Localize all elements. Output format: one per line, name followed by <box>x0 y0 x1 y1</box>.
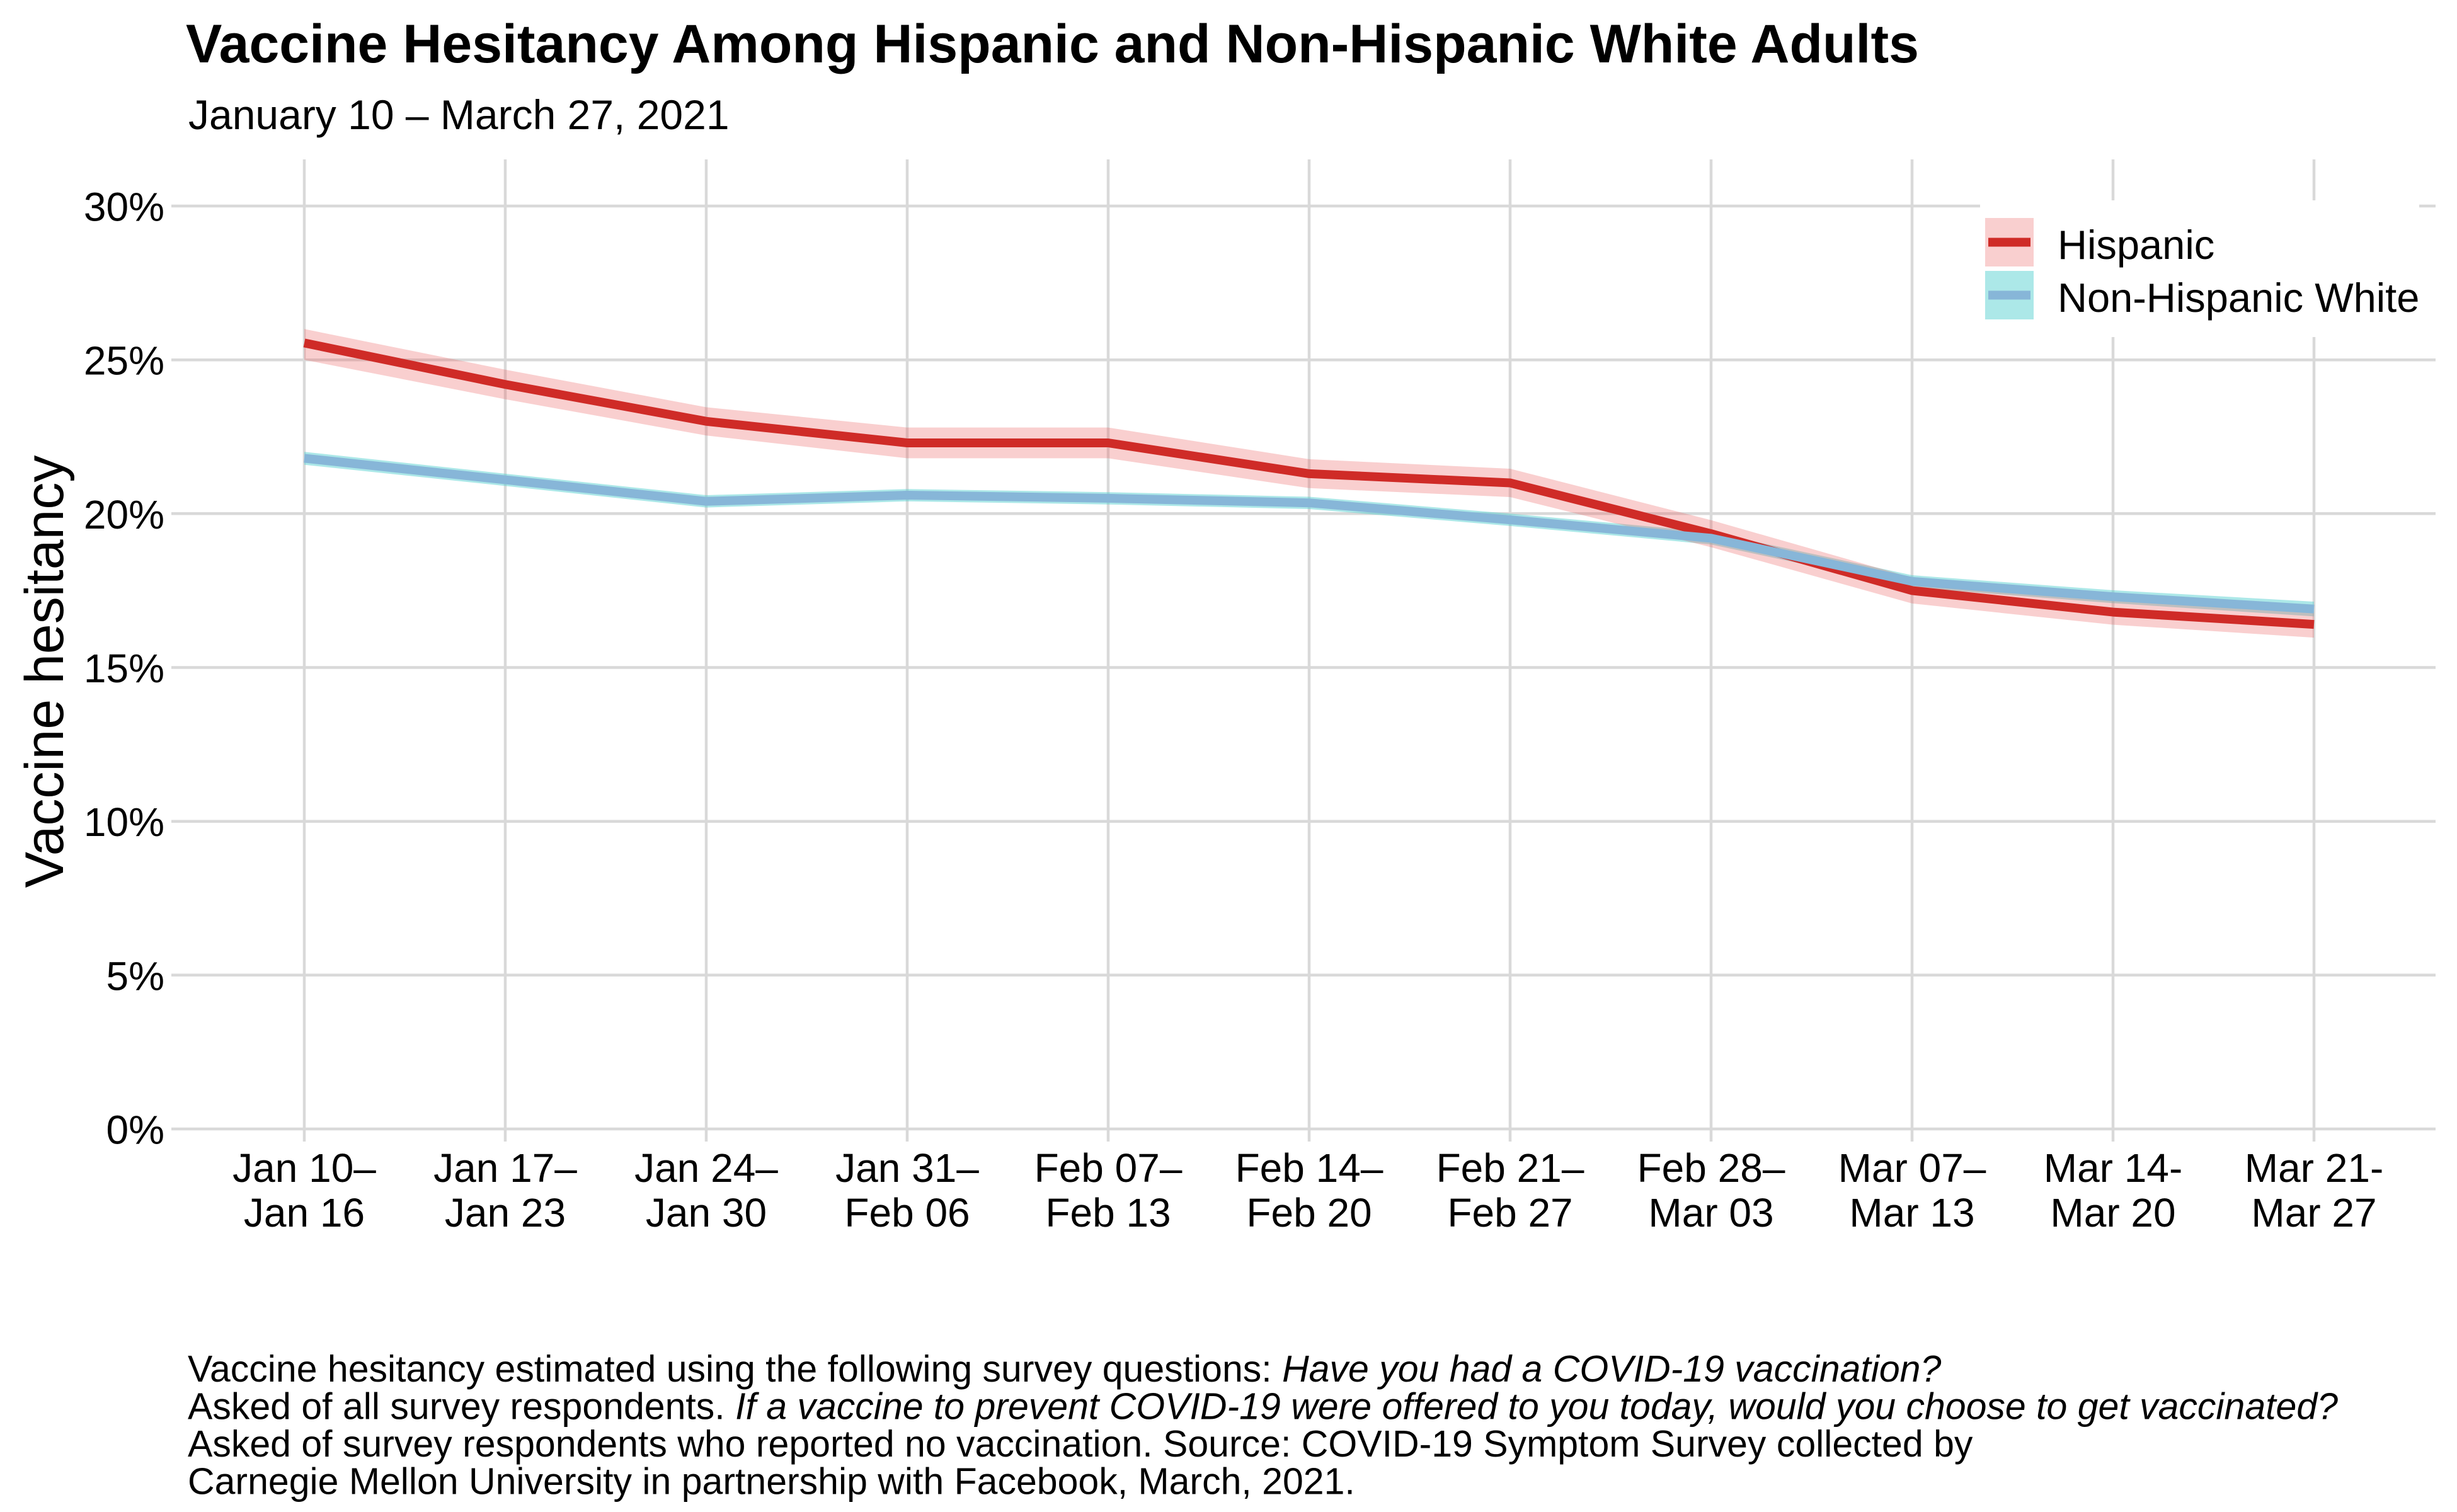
svg-text:0%: 0% <box>106 1108 165 1153</box>
svg-text:20%: 20% <box>84 492 164 537</box>
svg-text:Carnegie Mellon University in: Carnegie Mellon University in partnershi… <box>188 1461 1355 1503</box>
svg-text:Jan 23: Jan 23 <box>445 1190 566 1235</box>
svg-text:Jan 31–: Jan 31– <box>835 1145 979 1191</box>
svg-text:30%: 30% <box>84 185 164 230</box>
svg-text:Jan 17–: Jan 17– <box>433 1145 577 1191</box>
svg-text:Jan 30: Jan 30 <box>646 1190 767 1235</box>
svg-text:Feb 14–: Feb 14– <box>1235 1145 1383 1191</box>
svg-text:5%: 5% <box>106 953 165 999</box>
svg-text:Jan 10–: Jan 10– <box>232 1145 376 1191</box>
svg-text:Mar 27: Mar 27 <box>2251 1190 2376 1235</box>
svg-text:Mar 07–: Mar 07– <box>1838 1145 1986 1191</box>
svg-text:25%: 25% <box>84 338 164 384</box>
svg-text:January 10 – March 27, 2021: January 10 – March 27, 2021 <box>188 91 730 138</box>
svg-text:Vaccine hesitancy: Vaccine hesitancy <box>14 455 75 888</box>
svg-text:Jan 24–: Jan 24– <box>634 1145 778 1191</box>
svg-text:Asked of all survey respondent: Asked of all survey respondents. If a va… <box>188 1386 2338 1428</box>
svg-text:Hispanic: Hispanic <box>2058 222 2214 268</box>
svg-text:Mar 03: Mar 03 <box>1648 1190 1773 1235</box>
svg-text:Feb 13: Feb 13 <box>1045 1190 1171 1235</box>
svg-text:Asked of survey respondents wh: Asked of survey respondents who reported… <box>188 1423 1973 1465</box>
svg-text:Vaccine Hesitancy Among Hispan: Vaccine Hesitancy Among Hispanic and Non… <box>186 14 1919 74</box>
svg-text:Feb 06: Feb 06 <box>844 1190 970 1235</box>
svg-text:Feb 27: Feb 27 <box>1447 1190 1572 1235</box>
svg-text:Mar 14-: Mar 14- <box>2044 1145 2183 1191</box>
svg-text:Feb 07–: Feb 07– <box>1034 1145 1183 1191</box>
svg-text:10%: 10% <box>84 799 164 845</box>
svg-text:Vaccine hesitancy estimated us: Vaccine hesitancy estimated using the fo… <box>188 1348 1941 1390</box>
svg-text:Mar 20: Mar 20 <box>2050 1190 2175 1235</box>
svg-text:Non-Hispanic White: Non-Hispanic White <box>2058 275 2419 321</box>
svg-text:Jan 16: Jan 16 <box>244 1190 365 1235</box>
svg-text:Feb 20: Feb 20 <box>1246 1190 1372 1235</box>
svg-text:15%: 15% <box>84 646 164 691</box>
svg-text:Mar 13: Mar 13 <box>1849 1190 1974 1235</box>
svg-text:Feb 28–: Feb 28– <box>1637 1145 1785 1191</box>
svg-text:Mar 21-: Mar 21- <box>2245 1145 2384 1191</box>
svg-text:Feb 21–: Feb 21– <box>1436 1145 1584 1191</box>
